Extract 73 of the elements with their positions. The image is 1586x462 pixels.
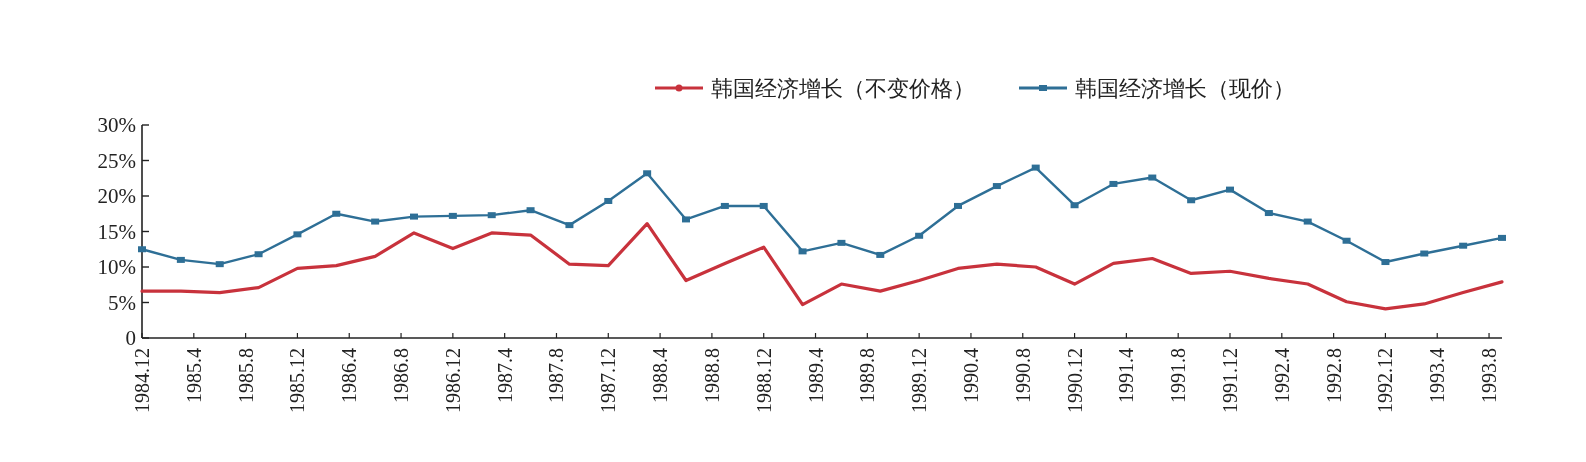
- x-tick-label: 1985.4: [182, 348, 205, 403]
- point: [682, 216, 690, 223]
- y-tick-label: 5%: [108, 290, 136, 315]
- point: [954, 202, 962, 209]
- point: [371, 218, 380, 225]
- point: [1148, 174, 1157, 181]
- x-tick-label: 1990.12: [1063, 348, 1086, 413]
- x-tick-label: 1991.4: [1115, 348, 1138, 403]
- point: [176, 256, 185, 263]
- point: [254, 251, 263, 258]
- point: [915, 232, 924, 239]
- x-tick-label: 1989.4: [804, 348, 827, 403]
- x-tick-label: 1991.8: [1167, 348, 1190, 403]
- x-tick-label: 1993.4: [1426, 348, 1449, 403]
- x-tick-label: 1990.8: [1011, 348, 1034, 403]
- x-tick-label: 1988.8: [700, 348, 723, 403]
- legend-label: 韩国经济增长（不变价格）: [711, 76, 975, 101]
- x-tick-label: 1989.12: [908, 348, 931, 413]
- point: [720, 202, 729, 209]
- legend-label: 韩国经济增长（现价）: [1075, 76, 1295, 101]
- point: [992, 183, 1001, 190]
- x-tick-label: 1986.12: [441, 348, 464, 413]
- y-tick-label: 30%: [97, 113, 136, 137]
- x-tick-label: 1990.4: [959, 348, 982, 403]
- point: [1303, 218, 1312, 225]
- point: [1420, 250, 1429, 257]
- point: [1459, 242, 1468, 249]
- point: [1264, 210, 1273, 217]
- point: [1226, 186, 1234, 193]
- point: [487, 212, 496, 219]
- point: [332, 210, 341, 217]
- y-tick-label: 10%: [97, 255, 136, 279]
- x-tick-label: 1992.8: [1322, 348, 1345, 403]
- point: [604, 197, 613, 204]
- x-tick-label: 1986.4: [338, 348, 361, 403]
- x-tick-label: 1986.8: [390, 348, 413, 403]
- point: [1381, 259, 1390, 266]
- x-tick-label: 1989.8: [856, 348, 879, 403]
- point: [1342, 237, 1351, 244]
- x-tick-label: 1987.4: [493, 348, 516, 403]
- y-tick-label: 25%: [97, 148, 136, 173]
- x-tick-label: 1991.12: [1219, 348, 1241, 413]
- point: [215, 261, 224, 268]
- x-tick-label: 1992.4: [1270, 348, 1293, 403]
- point: [876, 251, 885, 258]
- point: [1187, 197, 1196, 204]
- point: [410, 213, 418, 220]
- point: [1109, 180, 1118, 187]
- y-tick-label: 15%: [97, 219, 136, 244]
- point: [293, 231, 302, 238]
- point: [643, 170, 652, 177]
- point: [526, 207, 535, 214]
- point: [1498, 234, 1506, 241]
- y-tick-label: 0: [125, 326, 136, 350]
- x-tick-label: 1985.8: [234, 348, 257, 403]
- point: [759, 202, 768, 209]
- x-tick-label: 1987.12: [597, 348, 620, 413]
- point: [1031, 164, 1040, 171]
- point: [798, 248, 807, 255]
- x-tick-label: 1985.12: [286, 348, 309, 413]
- x-tick-label: 1993.8: [1478, 348, 1501, 403]
- point: [837, 239, 846, 246]
- x-tick-label: 1984.12: [131, 348, 153, 413]
- x-tick-label: 1992.12: [1374, 348, 1397, 413]
- point: [565, 222, 574, 229]
- x-tick-label: 1988.12: [752, 348, 775, 413]
- point: [448, 212, 457, 219]
- x-tick-label: 1987.8: [545, 348, 568, 403]
- point: [1070, 202, 1079, 209]
- x-tick-label: 1988.4: [649, 348, 672, 403]
- point: [138, 246, 146, 253]
- y-tick-label: 20%: [97, 184, 136, 208]
- line-series: [140, 222, 1504, 311]
